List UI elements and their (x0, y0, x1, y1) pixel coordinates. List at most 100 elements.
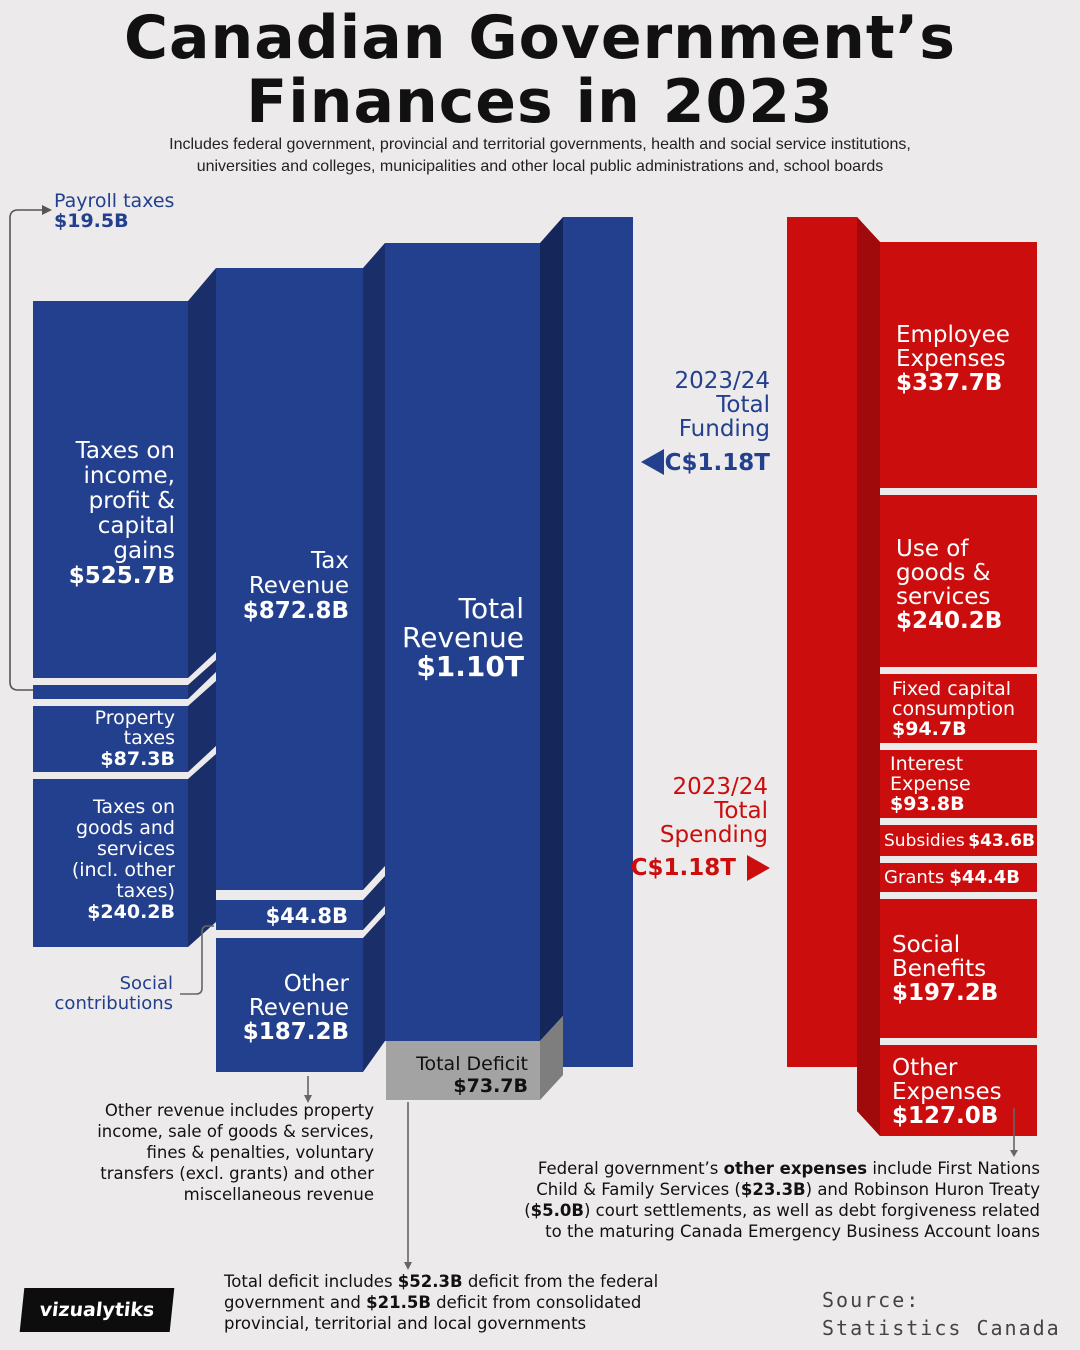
deficit-note: Total deficit includes $52.3B deficit fr… (224, 1272, 659, 1333)
use-label-2: goods & (896, 560, 991, 586)
source-value: Statistics Canada (822, 1316, 1061, 1340)
funding-label-2: Total (715, 392, 770, 418)
goods-services-tax-block (33, 779, 188, 947)
total-funding-block (563, 217, 633, 1067)
spending-label-3: Spending (660, 822, 768, 848)
spending-value: C$1.18T (631, 855, 737, 881)
subsidies-label: Subsidies (884, 831, 965, 851)
income-connector (188, 268, 216, 678)
spending-label-2: Total (713, 798, 768, 824)
subsidies-expenses-face (880, 825, 1037, 856)
tax-revenue-block (216, 268, 363, 890)
social-benefits-expenses-face (880, 899, 1037, 1038)
funding-value: C$1.18T (665, 450, 771, 476)
goods-label-1: Taxes on (92, 796, 175, 818)
tax-revenue-connector (363, 243, 385, 890)
source-label: Source: (822, 1288, 921, 1312)
goods-label-3: services (97, 838, 175, 860)
fixed-label-2: consumption (892, 698, 1015, 720)
goods-label-4: (incl. other (72, 859, 175, 881)
total-revenue-side (540, 217, 563, 1041)
subtitle-line-1: Includes federal government, provincial … (169, 136, 911, 153)
grants-expenses-face (880, 863, 1037, 892)
other-expenses-note: Federal government’s other expenses incl… (524, 1159, 1040, 1241)
income-label-5: gains (113, 538, 175, 564)
benefits-label-2: Benefits (892, 956, 986, 982)
interest-value: $93.8B (890, 793, 965, 815)
deficit-side (540, 1016, 563, 1100)
other-revenue-block (216, 938, 363, 1072)
payroll-label: Payroll taxes (54, 190, 174, 212)
other-exp-value: $127.0B (892, 1103, 998, 1129)
interest-expenses-face (880, 750, 1037, 818)
interest-label-1: Interest (890, 753, 963, 775)
goods-connector (188, 754, 216, 947)
employee-label-1: Employee (896, 322, 1010, 348)
income-label-3: profit & (89, 488, 175, 514)
brand-logo: vizualytiks (19, 1288, 175, 1332)
social-label-2: contributions (55, 993, 173, 1014)
spending-side-shade (857, 217, 880, 1136)
other-revenue-arrow-icon (304, 1095, 312, 1103)
benefits-value: $197.2B (892, 980, 998, 1006)
income-label-2: income, (83, 463, 175, 489)
grants-label: Grants (884, 867, 944, 888)
grants-value: $44.4B (949, 867, 1020, 888)
employee-label-2: Expenses (896, 346, 1006, 372)
goods-label-2: goods and (76, 817, 175, 839)
subtitle-line-2: universities and colleges, municipalitie… (196, 158, 884, 175)
other-exp-label-2: Expenses (892, 1079, 1002, 1105)
total-revenue-label-2: Revenue (402, 621, 524, 654)
other-revenue-label-2: Revenue (249, 995, 349, 1021)
payroll-callout-line (9, 209, 44, 691)
total-spending-block (787, 217, 857, 1067)
deficit-arrow-icon (404, 1262, 412, 1270)
title-line-2: Finances in 2023 (246, 67, 834, 137)
property-tax-block (33, 706, 188, 772)
income-label-1: Taxes on (75, 438, 175, 464)
employee-expenses-face (880, 242, 1037, 488)
employee-value: $337.7B (896, 370, 1002, 396)
use-label-3: services (896, 584, 990, 610)
income-tax-block (33, 301, 188, 678)
other-revenue-label-1: Other (284, 971, 350, 997)
total-revenue-block (385, 243, 540, 1041)
social-contributions-block (216, 900, 363, 930)
social-callout-line (180, 925, 214, 995)
interest-label-2: Expense (890, 773, 971, 795)
other-expenses-arrow-icon (1010, 1150, 1018, 1157)
spending-arrow-icon (747, 855, 770, 881)
property-label-1: Property (95, 707, 175, 729)
use-value: $240.2B (896, 608, 1002, 634)
fixed-capital-expenses-face (880, 674, 1037, 743)
other-exp-label-1: Other (892, 1055, 958, 1081)
title-line-1: Canadian Government’s (123, 3, 957, 73)
other-revenue-connector (363, 914, 385, 1072)
deficit-value: $73.7B (453, 1075, 528, 1097)
property-connector (188, 681, 216, 772)
social-label-1: Social (120, 973, 173, 994)
tax-revenue-label-2: Revenue (249, 573, 349, 599)
goods-label-5: taxes) (116, 880, 175, 902)
payroll-value: $19.5B (54, 210, 129, 232)
funding-label-3: Funding (679, 416, 770, 442)
social-connector (363, 876, 385, 930)
tax-revenue-value: $872.8B (243, 598, 349, 624)
fixed-value: $94.7B (892, 718, 967, 740)
payroll-tax-block (33, 685, 188, 699)
payroll-connector (188, 660, 216, 699)
goods-services-expenses-face (880, 495, 1037, 667)
total-revenue-label-1: Total (458, 592, 524, 625)
total-revenue-value: $1.10T (416, 650, 524, 683)
total-deficit-block (386, 1041, 540, 1100)
property-label-2: taxes (124, 727, 175, 749)
use-label-1: Use of (896, 536, 969, 562)
other-revenue-value: $187.2B (243, 1019, 349, 1045)
other-revenue-note: Other revenue includes property income, … (97, 1101, 374, 1204)
deficit-label: Total Deficit (415, 1053, 528, 1075)
spending-label-1: 2023/24 (672, 774, 768, 800)
other-expenses-face (880, 1045, 1037, 1136)
property-value: $87.3B (100, 748, 175, 770)
